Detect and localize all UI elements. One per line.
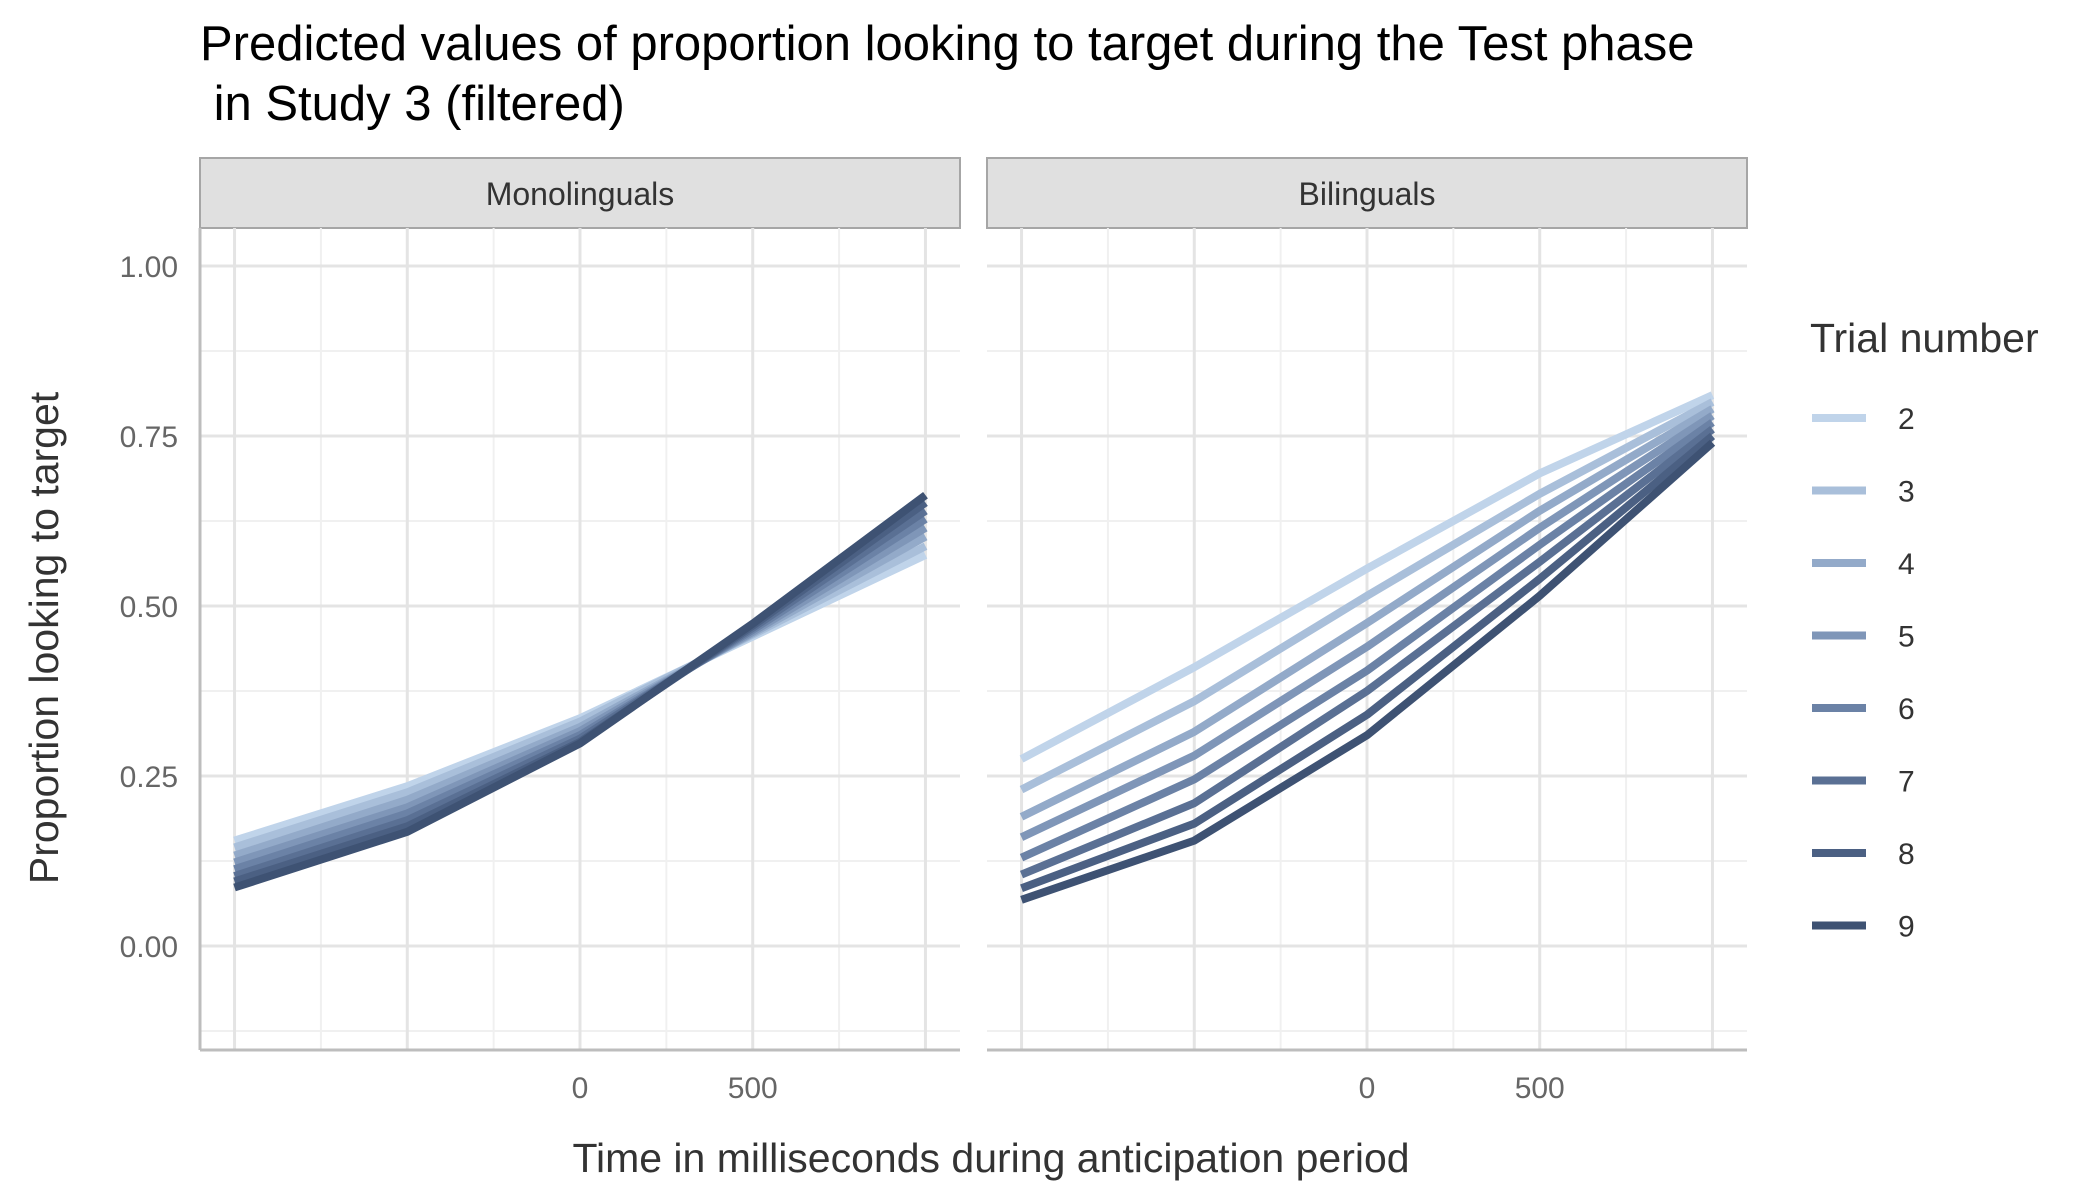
y-tick-label: 0.25 bbox=[120, 761, 178, 794]
legend-title: Trial number bbox=[1810, 315, 2039, 361]
y-tick-label: 0.75 bbox=[120, 421, 178, 454]
series-line-trial-8 bbox=[1020, 432, 1716, 892]
facet-strip bbox=[199, 157, 961, 229]
x-tick-label: 0 bbox=[1359, 1072, 1376, 1105]
chart-title-line-2: in Study 3 (filtered) bbox=[200, 77, 625, 131]
x-axis-title: Time in milliseconds during anticipation… bbox=[572, 1135, 1409, 1181]
x-tick-label: 500 bbox=[1515, 1072, 1565, 1105]
legend-label-trial-4: 4 bbox=[1898, 548, 1915, 581]
facet-panels: Monolinguals 0 500 0.00 0.25 0.50 0.75 1.00 Bili… bbox=[120, 157, 1748, 1105]
panel-bilinguals: Bilinguals 0 500 bbox=[986, 157, 1748, 1105]
panel-monolinguals: Monolinguals 0 500 0.00 0.25 0.50 0.75 1.00 bbox=[120, 157, 961, 1105]
series-line-trial-7 bbox=[1019, 426, 1715, 879]
series-line-trial-9 bbox=[1020, 439, 1716, 904]
legend-label-trial-7: 7 bbox=[1898, 766, 1915, 799]
series-line-trial-6 bbox=[1019, 419, 1715, 862]
legend-label-trial-9: 9 bbox=[1898, 911, 1915, 944]
facet-strip-label: Monolinguals bbox=[486, 176, 675, 212]
y-tick-label: 0.00 bbox=[120, 931, 178, 964]
legend-label-trial-3: 3 bbox=[1898, 476, 1915, 509]
legend-label-trial-2: 2 bbox=[1898, 403, 1915, 436]
series-line-trial-9 bbox=[233, 491, 928, 892]
facet-strip-label: Bilinguals bbox=[1299, 176, 1436, 212]
legend-label-trial-5: 5 bbox=[1898, 621, 1915, 654]
series-line-trial-3 bbox=[1019, 398, 1715, 794]
series-line-trial-2 bbox=[1019, 391, 1715, 763]
series-line-trial-5 bbox=[1019, 412, 1715, 841]
chart-title-line-1: Predicted values of proportion looking t… bbox=[200, 17, 1695, 71]
y-tick-label: 0.50 bbox=[120, 591, 178, 624]
facet-strip bbox=[986, 157, 1748, 229]
legend-label-trial-6: 6 bbox=[1898, 693, 1915, 726]
x-tick-label: 500 bbox=[728, 1072, 778, 1105]
legend: Trial number 2 3 4 5 6 7 8 9 bbox=[1810, 315, 2039, 944]
y-axis-title: Proportion looking to target bbox=[21, 391, 67, 884]
legend-label-trial-8: 8 bbox=[1898, 838, 1915, 871]
x-tick-label: 0 bbox=[572, 1072, 589, 1105]
series-line-trial-4 bbox=[1019, 405, 1715, 821]
y-tick-label: 1.00 bbox=[120, 251, 178, 284]
